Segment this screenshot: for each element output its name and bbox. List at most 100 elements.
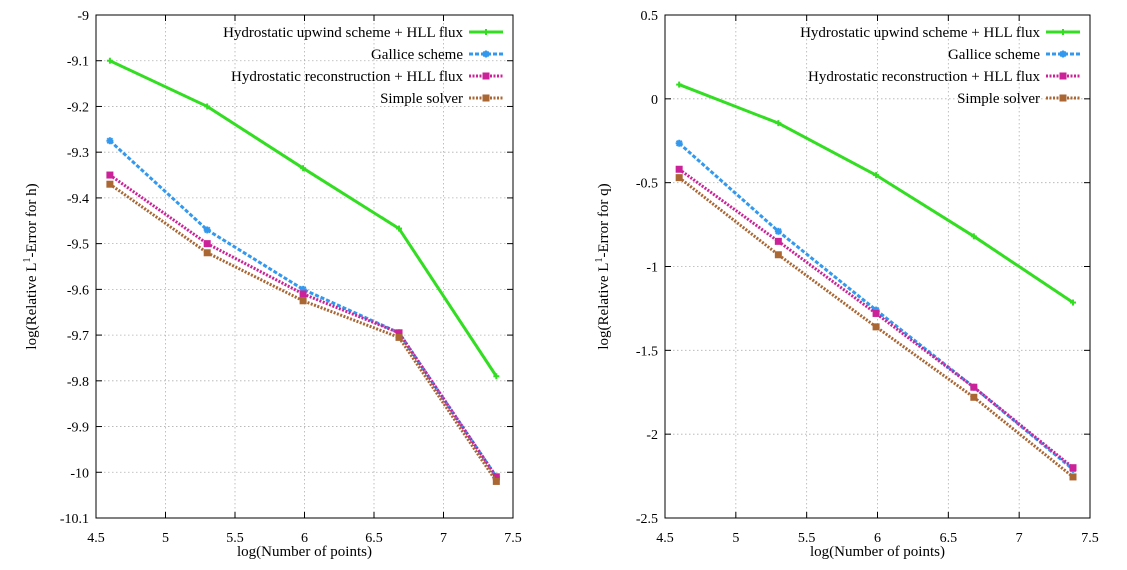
y-tick-label: -2.5 [636,512,658,527]
y-tick-label: 0 [651,93,658,108]
data-point [492,473,500,481]
data-point [395,329,403,337]
series-4 [106,180,500,485]
data-point [774,227,782,235]
y-tick-label: -9.1 [67,55,89,70]
legend-item: Gallice scheme [371,47,503,63]
legend: Hydrostatic upwind scheme + HLL flux Gall… [223,25,503,107]
data-point [204,103,211,110]
series-3 [106,171,500,481]
x-tick-label: 5 [162,531,169,546]
series-1 [106,57,500,380]
series-line [678,176,1074,479]
legend-item: Hydrostatic reconstruction + HLL flux [231,69,503,85]
y-tick-label: -9.2 [67,100,89,115]
y-tick-label: -1 [646,261,658,276]
legend-item: Hydrostatic reconstruction + HLL flux [808,69,1080,85]
chart-2: 4.5 5 5.5 6 6.5 7 7.5 0.5 0 -0.5 -1 -1.5 -2 -2.5 log(N… [594,9,1099,560]
data-point [970,383,978,391]
x-tick-label: 4.5 [656,531,674,546]
x-tick-label: 5.5 [798,531,816,546]
series-line [678,83,1074,304]
data-point [493,373,500,380]
legend-marker [1059,50,1067,58]
legend-marker [1059,94,1067,102]
y-tick-label: -0.5 [636,177,658,192]
data-point [1069,473,1077,481]
series-3 [675,165,1077,472]
data-point [1070,299,1076,306]
y-tick-label: -10.1 [60,512,89,527]
data-point [675,165,683,173]
legend-marker [482,50,490,58]
series-line [678,142,1074,471]
data-point [970,233,977,240]
legend-label: Hydrostatic reconstruction + HLL flux [808,69,1041,85]
series-line [109,59,498,378]
y-tick-label: -9.3 [67,146,89,161]
y-tick-label: -2 [646,428,658,443]
data-point [300,165,307,172]
data-point [395,333,403,341]
chart-1: 4.5 5 5.5 6 6.5 7 7.5 -9 -9.1 -9.2 -9.3 -9.4 -9.5 -9.… [22,9,522,560]
x-axis-title: log(Number of points) [810,544,945,560]
y-tick-label: 0.5 [641,9,659,24]
x-tick-label: 6 [301,531,308,546]
y-tick-label: -9.5 [67,238,89,253]
data-point [203,240,211,248]
data-point [106,180,114,188]
series-line [108,139,498,478]
y-tick-label: -9.6 [67,283,89,298]
x-tick-label: 6.5 [365,531,383,546]
x-tick-label: 7 [1016,531,1023,546]
x-tick-label: 7 [440,531,447,546]
data-point [675,174,683,182]
series-line [678,168,1074,469]
series-2 [675,139,1077,473]
y-tick-label: -10 [70,466,89,481]
legend-label: Simple solver [380,91,463,107]
legend-marker [1059,72,1067,80]
y-axis-title: log(Relative L1-Error for h) [22,183,40,349]
legend-marker [482,94,490,102]
data-point [774,237,782,245]
data-point [299,297,307,305]
y-tick-label: -9.7 [67,329,89,344]
series-1 [676,81,1076,306]
y-tick-label: -9.4 [67,192,89,207]
data-point [872,323,880,331]
legend-item: Simple solver [380,91,503,107]
legend-label: Hydrostatic upwind scheme + HLL flux [800,25,1040,41]
legend-item: Hydrostatic upwind scheme + HLL flux [223,25,503,41]
legend: Hydrostatic upwind scheme + HLL flux Gall… [800,25,1080,107]
grid [96,15,513,518]
legend-marker [1060,29,1066,35]
x-tick-label: 7.5 [504,531,522,546]
data-point [774,251,782,259]
x-tick-label: 5 [732,531,739,546]
data-point [203,249,211,257]
legend-label: Simple solver [957,91,1040,107]
x-tick-label: 7.5 [1081,531,1099,546]
grid [665,15,1090,518]
data-point [775,120,782,127]
y-axis-title: log(Relative L1-Error for q) [594,183,612,349]
data-point [872,309,880,317]
series-line [109,173,498,478]
series-4 [675,174,1077,481]
legend-item: Hydrostatic upwind scheme + HLL flux [800,25,1080,41]
y-tick-label: -9.8 [67,375,89,390]
data-point [970,393,978,401]
x-tick-label: 5.5 [226,531,244,546]
data-point [675,139,683,147]
data-point [396,225,403,232]
series-line [109,182,498,483]
legend-label: Hydrostatic reconstruction + HLL flux [231,69,464,85]
legend-item: Simple solver [957,91,1080,107]
legend-item: Gallice scheme [948,47,1080,63]
legend-label: Gallice scheme [371,47,463,63]
x-tick-label: 6.5 [940,531,958,546]
data-point [1069,464,1077,472]
data-point [873,172,880,179]
